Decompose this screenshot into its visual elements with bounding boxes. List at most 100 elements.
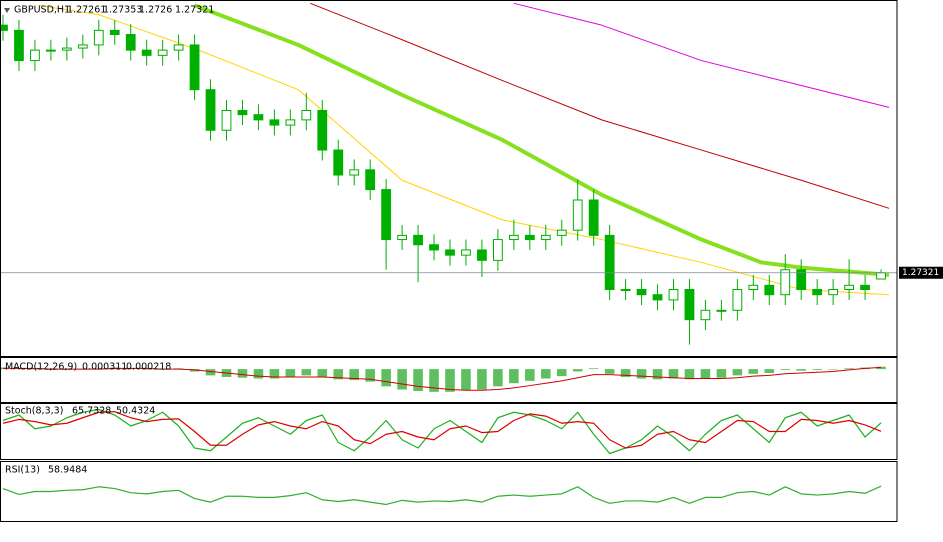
macd-bar — [461, 369, 471, 391]
candle-body — [269, 119, 280, 126]
candle-body — [876, 272, 886, 280]
macd-bar — [445, 369, 455, 392]
candle-body — [237, 110, 248, 116]
macd-bar — [253, 369, 264, 379]
macd-bar — [269, 369, 280, 379]
candle-body — [46, 49, 56, 52]
menu-arrow — [4, 8, 10, 13]
candle-body — [445, 249, 455, 256]
candle-body — [397, 234, 407, 241]
macd-bar — [828, 369, 838, 370]
stoch-panel-border — [0, 403, 898, 460]
candle-body — [381, 189, 392, 241]
low-value: 1.2726 — [139, 5, 172, 16]
candle-body — [317, 110, 328, 151]
candle-body — [301, 110, 312, 121]
current-price-label: 1.27321 — [902, 268, 939, 278]
candle-body — [365, 169, 376, 191]
macd-bar — [796, 369, 807, 371]
candle-body — [493, 239, 503, 261]
candle-body — [14, 29, 24, 62]
macd-bar — [780, 369, 791, 370]
macd-bar — [333, 369, 344, 380]
axis-layer: 1.27321 — [899, 266, 943, 279]
macd-bar — [237, 369, 248, 378]
rsi-panel-border — [0, 461, 898, 522]
candle-body — [125, 34, 136, 51]
plot-layer — [0, 2, 897, 506]
candle-body — [157, 49, 168, 56]
candle-body — [30, 49, 40, 62]
candle-body — [748, 284, 759, 291]
macd-bar — [317, 369, 328, 377]
macd-bar — [285, 369, 296, 377]
macd-bar — [684, 369, 695, 380]
indicator-line — [2, 411, 882, 449]
stoch-main-value: 65.7328 — [72, 406, 111, 417]
macd-bar — [748, 369, 759, 374]
macd-bar — [205, 369, 216, 376]
candle-body — [540, 234, 551, 241]
indicator-line — [2, 485, 882, 506]
candle-body — [524, 234, 535, 241]
candle-body — [173, 44, 184, 51]
moving-average — [193, 3, 890, 277]
macd-bar — [700, 369, 711, 379]
candle-body — [604, 234, 615, 291]
moving-average — [38, 4, 890, 296]
macd-bar — [509, 369, 519, 384]
macd-bar — [620, 369, 631, 377]
candle-body — [0, 24, 8, 31]
close-value: 1.27321 — [175, 5, 214, 16]
macd-bar — [349, 369, 360, 381]
macd-bar — [812, 369, 822, 370]
macd-bar — [493, 369, 503, 387]
candle-body — [477, 249, 487, 261]
macd-signal-line — [3, 366, 882, 391]
macd-signal-value: 0.000218 — [126, 362, 171, 373]
candle-body — [588, 199, 599, 236]
price-panel-border — [0, 0, 898, 357]
candle-body — [556, 229, 567, 236]
macd-bar — [764, 369, 775, 374]
candle-body — [429, 244, 439, 251]
rsi-title: RSI(13) — [5, 465, 40, 476]
macd-bar — [540, 369, 551, 379]
macd-bar — [604, 369, 615, 374]
macd-bar — [141, 369, 152, 370]
stoch-title: Stoch(8,3,3) — [5, 406, 63, 417]
candle-body — [828, 289, 839, 296]
macd-bar — [397, 369, 407, 390]
macd-bar — [381, 369, 391, 387]
macd-bar — [477, 369, 487, 390]
indicator-line — [2, 408, 882, 455]
candle-body — [668, 289, 679, 301]
candle-body — [205, 89, 216, 131]
rsi-value: 58.9484 — [48, 465, 87, 476]
macd-panel-border — [0, 357, 898, 403]
macd-bar — [301, 369, 312, 376]
macd-bar — [636, 369, 647, 379]
candle-body — [189, 44, 200, 91]
candle-body — [844, 284, 854, 291]
candle-body — [764, 284, 775, 296]
candle-body — [349, 169, 360, 176]
macd-title: MACD(12,26,9) — [5, 362, 77, 373]
macd-value: 0.000311 — [82, 362, 127, 373]
macd-bar — [572, 369, 583, 372]
candle-body — [221, 110, 232, 131]
candle-body — [508, 234, 519, 241]
candle-body — [636, 289, 647, 296]
candle-body — [700, 309, 711, 321]
chart-title: GBPUSD,H1 — [14, 5, 70, 16]
candle-body — [716, 309, 727, 312]
open-value: 1.27261 — [67, 5, 106, 16]
candle-body — [109, 29, 120, 36]
high-value: 1.27353 — [103, 5, 142, 16]
macd-bar — [413, 369, 423, 392]
current-price-box — [899, 266, 943, 279]
macd-bar — [429, 369, 439, 392]
macd-bar — [732, 369, 743, 376]
candle-body — [684, 289, 695, 321]
